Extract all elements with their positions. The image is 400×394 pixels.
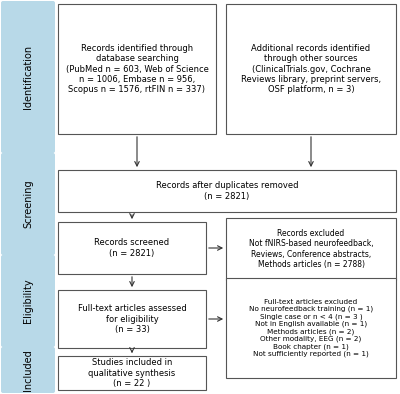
- Text: Records excluded
Not fNIRS-based neurofeedback,
Reviews, Conference abstracts,
M: Records excluded Not fNIRS-based neurofe…: [249, 229, 373, 269]
- Text: Full-text articles assessed
for eligibility
(n = 33): Full-text articles assessed for eligibil…: [78, 304, 186, 334]
- Bar: [58, 4, 216, 134]
- Bar: [226, 4, 396, 134]
- Text: Additional records identified
through other sources
(ClinicalTrials.gov, Cochran: Additional records identified through ot…: [241, 44, 381, 94]
- Text: Records screened
(n = 2821): Records screened (n = 2821): [94, 238, 170, 258]
- FancyBboxPatch shape: [1, 153, 55, 255]
- Text: Full-text articles excluded
No neurofeedback training (n = 1)
Single case or n <: Full-text articles excluded No neurofeed…: [249, 299, 373, 357]
- Text: Eligibility: Eligibility: [23, 279, 33, 323]
- Bar: [58, 170, 396, 212]
- Text: Records identified through
database searching
(PubMed n = 603, Web of Science
n : Records identified through database sear…: [66, 44, 208, 94]
- FancyBboxPatch shape: [1, 1, 55, 153]
- Text: Included: Included: [23, 349, 33, 391]
- Text: Screening: Screening: [23, 180, 33, 228]
- Bar: [226, 218, 396, 280]
- FancyBboxPatch shape: [1, 255, 55, 347]
- Bar: [58, 356, 206, 390]
- Text: Records after duplicates removed
(n = 2821): Records after duplicates removed (n = 28…: [156, 181, 298, 201]
- FancyBboxPatch shape: [1, 347, 55, 393]
- Text: Identification: Identification: [23, 45, 33, 109]
- Bar: [58, 222, 206, 274]
- Text: Studies included in
qualitative synthesis
(n = 22 ): Studies included in qualitative synthesi…: [88, 358, 176, 388]
- Bar: [58, 290, 206, 348]
- Bar: [226, 278, 396, 378]
